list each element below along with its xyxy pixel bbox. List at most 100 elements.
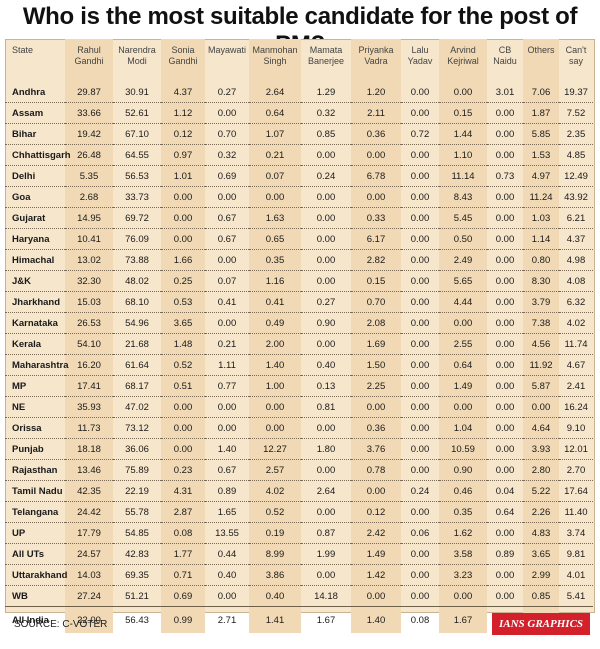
value-cell: 0.00 [401, 564, 439, 586]
value-cell: 0.00 [487, 564, 523, 586]
value-cell: 0.00 [487, 249, 523, 271]
value-cell: 0.00 [351, 585, 401, 607]
value-cell: 42.35 [65, 480, 113, 502]
value-cell: 0.00 [487, 207, 523, 229]
state-cell: Uttarakhand [5, 564, 67, 586]
value-cell: 68.10 [113, 291, 161, 313]
value-cell: 1.40 [351, 606, 401, 633]
value-cell: 0.67 [205, 459, 249, 481]
header-row: State Rahul Gandhi Narendra Modi Sonia Gand… [5, 39, 593, 82]
value-cell: 0.78 [351, 459, 401, 481]
value-cell: 13.46 [65, 459, 113, 481]
value-cell: 54.10 [65, 333, 113, 355]
value-cell: 0.00 [439, 312, 487, 334]
column-header: Mayawati [207, 45, 246, 55]
value-cell: 4.83 [523, 522, 559, 544]
value-cell: 0.00 [205, 585, 249, 607]
value-cell: 1.77 [161, 543, 205, 565]
value-cell: 2.64 [301, 480, 351, 502]
value-cell: 0.67 [205, 207, 249, 229]
value-cell: 0.19 [249, 522, 301, 544]
value-cell: 0.00 [523, 396, 559, 418]
value-cell: 1.20 [351, 82, 401, 103]
value-cell: 0.00 [487, 123, 523, 145]
value-cell: 0.51 [161, 375, 205, 397]
value-cell: 5.65 [439, 270, 487, 292]
value-cell: 0.00 [487, 375, 523, 397]
value-cell: 0.46 [439, 480, 487, 502]
value-cell: 2.42 [351, 522, 401, 544]
value-cell: 0.64 [439, 354, 487, 376]
value-cell: 29.87 [65, 82, 113, 103]
column-header: Priyanka Vadra [351, 39, 401, 82]
value-cell: 2.08 [351, 312, 401, 334]
table-row: Himachal 13.02 73.88 1.66 0.00 0.35 0.00 2.82 0.… [5, 249, 593, 271]
value-cell: 0.08 [161, 522, 205, 544]
table-row: All UTs 24.57 42.83 1.77 0.44 8.99 1.99 1.49 0.0… [5, 543, 593, 565]
value-cell: 1.42 [351, 564, 401, 586]
value-cell: 7.06 [523, 82, 559, 103]
value-cell: 52.61 [113, 102, 161, 124]
value-cell: 0.00 [301, 207, 351, 229]
value-cell: 13.55 [205, 522, 249, 544]
value-cell: 3.86 [249, 564, 301, 586]
value-cell: 0.00 [401, 82, 439, 103]
value-cell: 0.12 [351, 501, 401, 523]
column-header: Sonia Gandhi [161, 39, 205, 82]
state-cell: Haryana [5, 228, 65, 250]
state-cell: Bihar [5, 123, 65, 145]
value-cell: 4.31 [161, 480, 205, 502]
state-cell: J&K [5, 270, 65, 292]
state-cell: Telangana [5, 501, 65, 523]
value-cell: 51.21 [113, 585, 161, 607]
value-cell: 0.00 [487, 228, 523, 250]
column-header: Others [523, 39, 559, 82]
value-cell: 56.43 [113, 606, 161, 633]
value-cell: 0.23 [161, 459, 205, 481]
value-cell: 0.40 [205, 564, 249, 586]
table-row: WB 27.24 51.21 0.69 0.00 0.40 14.18 0.00 0.00 0.0… [5, 585, 593, 607]
table-row: Kerala 54.10 21.68 1.48 0.21 2.00 0.00 1.69 0.00… [5, 333, 593, 355]
value-cell: 22.19 [113, 480, 161, 502]
value-cell: 67.10 [113, 123, 161, 145]
state-cell: Assam [5, 102, 65, 124]
value-cell: 0.00 [161, 438, 205, 460]
value-cell: 1.62 [439, 522, 487, 544]
value-cell: 0.69 [161, 585, 205, 607]
value-cell: 1.50 [351, 354, 401, 376]
value-cell: 42.83 [113, 543, 161, 565]
value-cell: 0.00 [487, 333, 523, 355]
value-cell: 1.49 [439, 375, 487, 397]
value-cell: 0.81 [301, 396, 351, 418]
table-row: Rajasthan 13.46 75.89 0.23 0.67 2.57 0.00 0.78 0… [5, 459, 593, 481]
value-cell: 0.36 [351, 123, 401, 145]
value-cell: 5.35 [65, 165, 113, 187]
value-cell: 1.40 [205, 438, 249, 460]
column-header: Rahul Gandhi [65, 39, 113, 82]
value-cell: 32.30 [65, 270, 113, 292]
table-row: Jharkhand 15.03 68.10 0.53 0.41 0.41 0.27 0.70 0… [5, 291, 593, 313]
value-cell: 1.40 [249, 354, 301, 376]
table-row: Tamil Nadu 42.35 22.19 4.31 0.89 4.02 2.64 0.00… [5, 480, 593, 502]
state-cell: Goa [5, 186, 65, 208]
value-cell: 0.00 [439, 396, 487, 418]
value-cell: 5.41 [559, 585, 593, 607]
value-cell: 0.00 [401, 543, 439, 565]
value-cell: 68.17 [113, 375, 161, 397]
value-cell: 4.02 [559, 312, 593, 334]
value-cell: 0.00 [301, 144, 351, 166]
value-cell: 1.12 [161, 102, 205, 124]
value-cell: 2.49 [439, 249, 487, 271]
state-cell: Karnataka [5, 312, 65, 334]
value-cell: 0.00 [401, 186, 439, 208]
value-cell: 19.42 [65, 123, 113, 145]
value-cell: 0.24 [401, 480, 439, 502]
value-cell: 1.80 [301, 438, 351, 460]
value-cell: 27.24 [65, 585, 113, 607]
value-cell: 1.41 [249, 606, 301, 633]
table-row: Haryana 10.41 76.09 0.00 0.67 0.65 0.00 6.17 0.0… [5, 228, 593, 250]
value-cell: 35.93 [65, 396, 113, 418]
state-cell: NE [5, 396, 65, 418]
value-cell: 0.33 [351, 207, 401, 229]
state-cell: Gujarat [5, 207, 65, 229]
